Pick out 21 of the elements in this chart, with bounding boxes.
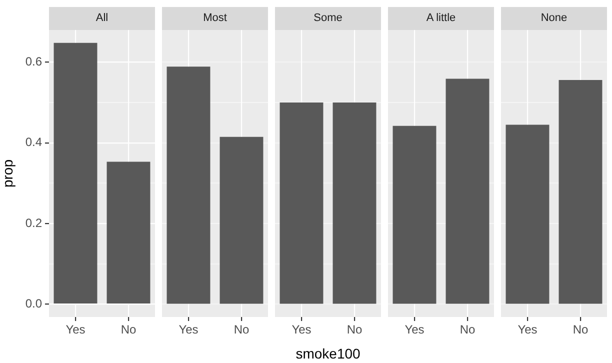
chart-title: All: [49, 7, 155, 30]
chart-title: A little: [388, 7, 494, 30]
x-tick-label: No: [234, 322, 250, 337]
x-tick-label: Yes: [178, 322, 198, 337]
y-tick-label: 0.0: [25, 296, 42, 310]
x-tick-label: No: [460, 322, 476, 337]
y-axis-title: prop: [0, 159, 16, 188]
x-tick-label: No: [120, 322, 136, 337]
chart-title: Most: [162, 7, 268, 30]
x-tick-label: Yes: [518, 322, 538, 337]
y-tick-label: 0.4: [25, 135, 42, 150]
x-tick-label: Yes: [292, 322, 312, 337]
chart-title: None: [501, 7, 607, 30]
x-tick-label: Yes: [404, 322, 424, 337]
chart-title: Some: [275, 7, 381, 30]
y-tick-label: 0.2: [25, 216, 42, 230]
x-tick-label: Yes: [66, 322, 86, 337]
x-axis-title: smoke100: [296, 345, 361, 362]
x-tick-label: No: [346, 322, 362, 337]
y-tick-label: 0.6: [25, 54, 42, 69]
x-tick-label: No: [572, 322, 588, 337]
